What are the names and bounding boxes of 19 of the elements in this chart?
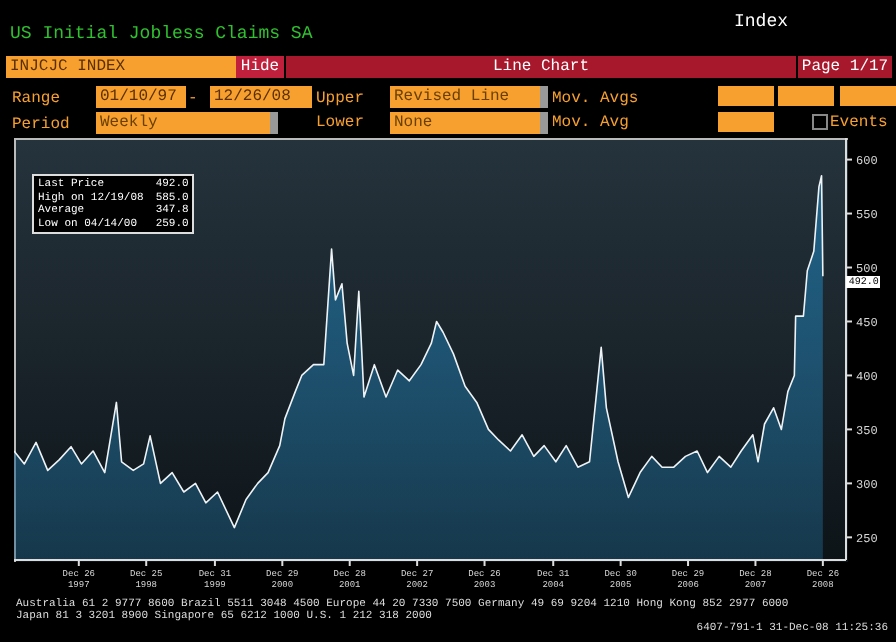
text: Events (828, 112, 888, 134)
text: Period (12, 114, 70, 136)
text: Lower (316, 112, 365, 134)
text: Mov. Avg (552, 112, 629, 134)
text: - (188, 88, 198, 110)
text: Index (734, 12, 789, 34)
text: Upper (316, 88, 365, 110)
text: 12/26/08 (210, 86, 312, 108)
text: Page 1/17 (798, 56, 892, 78)
chart-title: US Initial Jobless Claims SA (10, 24, 313, 44)
text: 01/10/97 (96, 86, 186, 108)
text: Line Chart (286, 56, 796, 78)
text: Range (12, 88, 61, 110)
text: None (390, 112, 548, 134)
text: Mov. Avgs (552, 88, 639, 110)
text: INJCJC INDEX (6, 56, 238, 78)
text: Hide (236, 56, 284, 78)
text: Revised Line (390, 86, 548, 108)
text: Weekly (96, 112, 278, 134)
